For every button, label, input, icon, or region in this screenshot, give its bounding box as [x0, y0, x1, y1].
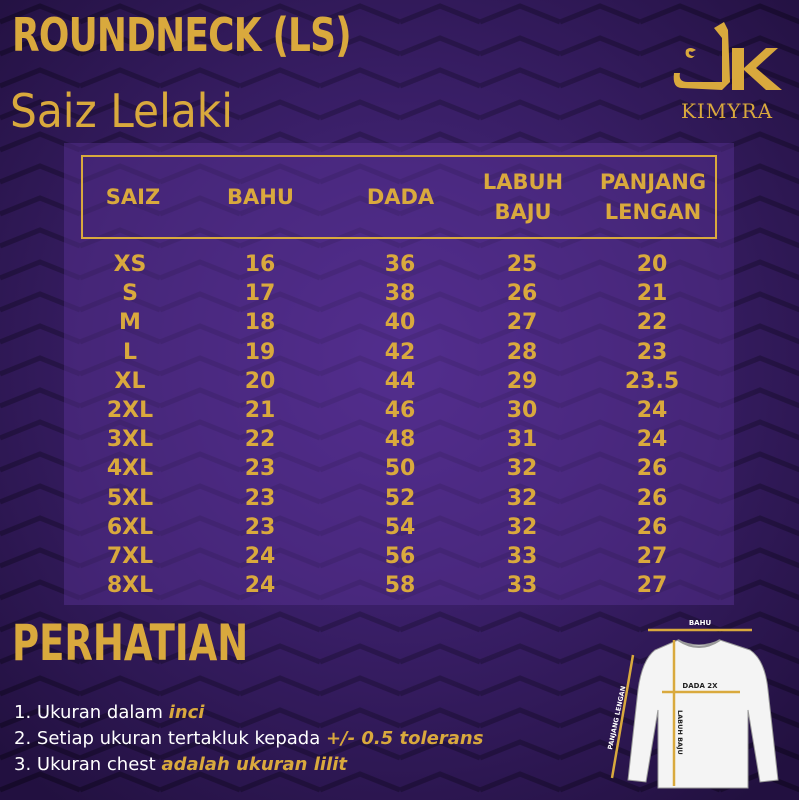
- header-panjang-lengan: PANJANG LENGAN: [599, 170, 707, 224]
- cell-size: 7XL: [106, 544, 154, 569]
- diagram-dada-label: DADA 2X: [682, 682, 718, 690]
- cell-labuh-baju: 31: [506, 427, 538, 453]
- kimyra-logo: KIMYRA: [662, 18, 792, 123]
- cell-dada: 42: [384, 339, 416, 365]
- cell-labuh-baju: 33: [506, 544, 538, 569]
- cell-panjang-lengan: 27: [636, 573, 668, 599]
- cell-bahu: 24: [244, 573, 276, 599]
- cell-dada: 38: [384, 281, 416, 307]
- cell-bahu: 23: [244, 485, 276, 511]
- cell-panjang-lengan: 22: [636, 310, 668, 336]
- cell-panjang-lengan: 26: [636, 514, 668, 540]
- diagram-bahu-label: BAHU: [689, 619, 712, 627]
- header-bahu: BAHU: [227, 185, 294, 209]
- cell-bahu: 21: [244, 398, 276, 423]
- notes-heading: PERHATIAN: [12, 614, 249, 672]
- cell-labuh-baju: 29: [506, 368, 538, 394]
- cell-bahu: 23: [244, 456, 276, 482]
- cell-dada: 50: [384, 456, 416, 482]
- cell-panjang-lengan: 27: [636, 544, 668, 569]
- cell-panjang-lengan: 24: [636, 398, 668, 423]
- cell-dada: 48: [384, 427, 416, 453]
- cell-panjang-lengan: 24: [636, 427, 668, 453]
- cell-dada: 46: [384, 398, 416, 423]
- header-saiz: SAIZ: [105, 185, 161, 209]
- cell-panjang-lengan: 21: [636, 281, 668, 307]
- cell-bahu: 18: [244, 310, 276, 336]
- note-2: 2. Setiap ukuran tertakluk kepada +/- 0.…: [14, 728, 484, 749]
- cell-bahu: 24: [244, 544, 276, 569]
- cell-labuh-baju: 30: [506, 398, 538, 423]
- cell-size: 6XL: [106, 514, 154, 540]
- cell-labuh-baju: 32: [506, 514, 538, 540]
- header-labuh-baju: LABUH BAJU: [482, 170, 564, 224]
- cell-labuh-baju: 32: [506, 485, 538, 511]
- cell-bahu: 16: [244, 252, 276, 277]
- cell-labuh-baju: 25: [506, 252, 538, 277]
- cell-panjang-lengan: 23: [636, 339, 668, 365]
- cell-bahu: 20: [244, 368, 276, 394]
- cell-bahu: 22: [244, 427, 276, 453]
- header-dada: DADA: [366, 185, 435, 209]
- note-1: 1. Ukuran dalam inci: [14, 702, 205, 723]
- cell-labuh-baju: 27: [506, 310, 538, 336]
- page-title: ROUNDNECK (LS): [12, 8, 352, 62]
- cell-bahu: 17: [244, 281, 276, 307]
- cell-dada: 44: [384, 368, 416, 394]
- note-3: 3. Ukuran chest adalah ukuran lilit: [14, 754, 348, 775]
- cell-panjang-lengan: 26: [636, 485, 668, 511]
- cell-dada: 52: [384, 485, 416, 511]
- cell-size: 3XL: [106, 427, 154, 453]
- cell-size: 8XL: [106, 573, 154, 599]
- cell-dada: 56: [384, 544, 416, 569]
- shirt-measurement-diagram: BAHU DADA 2X LABUH BAJU PANJANG LENGAN: [606, 619, 779, 789]
- cell-dada: 36: [384, 252, 416, 277]
- logo-text: KIMYRA: [680, 99, 774, 123]
- cell-labuh-baju: 28: [506, 339, 538, 365]
- cell-labuh-baju: 32: [506, 456, 538, 482]
- cell-panjang-lengan: 23.5: [624, 368, 680, 394]
- cell-size: L: [122, 339, 138, 365]
- cell-dada: 58: [384, 573, 416, 599]
- cell-labuh-baju: 26: [506, 281, 538, 307]
- cell-panjang-lengan: 20: [636, 252, 668, 277]
- logo-mark-icon: [673, 22, 782, 90]
- diagram-lengan-label: PANJANG LENGAN: [606, 685, 627, 750]
- cell-labuh-baju: 33: [506, 573, 538, 599]
- cell-size: 4XL: [106, 456, 154, 482]
- cell-bahu: 23: [244, 514, 276, 540]
- cell-size: 5XL: [106, 485, 154, 511]
- cell-size: S: [122, 281, 138, 307]
- cell-dada: 40: [384, 310, 416, 336]
- page-subtitle: Saiz Lelaki: [10, 84, 234, 138]
- cell-size: 2XL: [106, 398, 154, 423]
- cell-bahu: 19: [244, 339, 276, 365]
- cell-panjang-lengan: 26: [636, 456, 668, 482]
- diagram-labuh-label: LABUH BAJU: [676, 710, 684, 755]
- cell-size: XS: [113, 252, 147, 277]
- size-table-panel: [64, 143, 734, 605]
- cell-size: XL: [114, 368, 146, 394]
- cell-size: M: [119, 310, 141, 336]
- table-header: SAIZ BAHU DADA LABUH BAJU PANJANG LENGAN: [81, 155, 717, 239]
- cell-dada: 54: [384, 514, 416, 540]
